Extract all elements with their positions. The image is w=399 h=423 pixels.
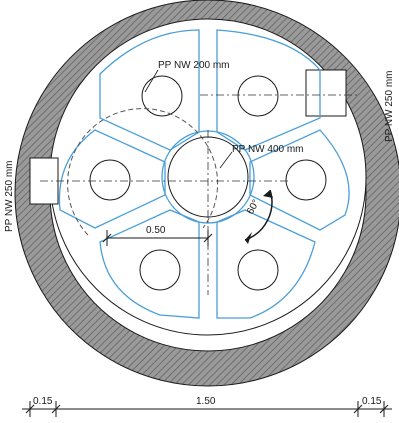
label-pp-nw-200: PP NW 200 mm bbox=[158, 60, 230, 71]
chamber-top-right bbox=[216, 29, 321, 151]
pipe-top-left bbox=[141, 75, 183, 117]
pipe-bottom-left bbox=[139, 249, 181, 291]
chambers bbox=[58, 29, 350, 319]
leader-pp400 bbox=[219, 151, 233, 169]
dim-0-50: 0.50 bbox=[146, 225, 166, 236]
chamber-left bbox=[58, 129, 166, 229]
dim-wall-right: 0.15 bbox=[362, 396, 382, 407]
leader-pp200 bbox=[144, 69, 159, 93]
right-pipe-opening bbox=[305, 69, 347, 117]
dimension-chain-bottom bbox=[22, 401, 392, 417]
pipe-left bbox=[89, 159, 131, 201]
pipe-bottom-right bbox=[237, 249, 279, 291]
rotation-dashed-arc bbox=[67, 108, 219, 236]
dim-wall-left: 0.15 bbox=[33, 396, 53, 407]
chamber-top-left bbox=[99, 29, 200, 151]
pipe-right bbox=[285, 159, 327, 201]
rotation-arrowhead bbox=[245, 232, 252, 244]
chamber-bottom-left bbox=[99, 209, 200, 319]
dim-inner-diameter: 1.50 bbox=[196, 396, 216, 407]
chamber-right bbox=[249, 129, 350, 231]
center-lines bbox=[40, 94, 360, 295]
label-pp-nw-400: PP NW 400 mm bbox=[232, 144, 304, 155]
small-pipes bbox=[89, 75, 327, 291]
rotation-arrowhead-top bbox=[263, 190, 273, 198]
label-pp-nw-250-right: PP NW 250 mm bbox=[384, 71, 395, 143]
label-pp-nw-250-left: PP NW 250 mm bbox=[4, 161, 15, 233]
chamber-bottom-right bbox=[216, 209, 316, 319]
pipe-top-right bbox=[237, 75, 279, 117]
dimension-chamber-spacing bbox=[102, 230, 213, 246]
